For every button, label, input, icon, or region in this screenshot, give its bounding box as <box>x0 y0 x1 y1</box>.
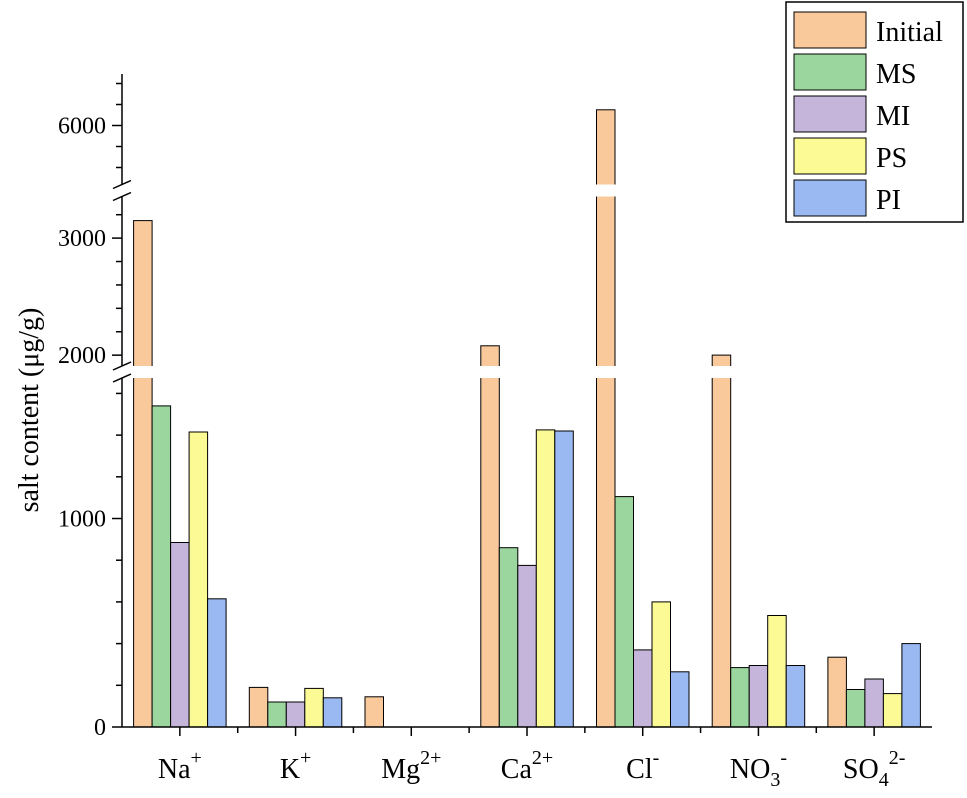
bar-initial-k <box>248 686 269 728</box>
bar-ms-ca <box>498 547 519 728</box>
bar-mi-no <box>748 665 769 728</box>
bar-ps-so <box>882 693 903 728</box>
bars-layer <box>133 109 921 728</box>
y-axis-label: salt content (μg/g) <box>14 308 45 513</box>
axis-break-mark <box>112 179 132 190</box>
axis-break-mark <box>112 373 132 383</box>
y-tick-label: 1000 <box>58 507 106 533</box>
bar-pi-ca <box>554 430 574 728</box>
bar-pi-no <box>785 665 806 728</box>
x-tick-label-so: SO42- <box>843 747 905 791</box>
bar-initial-na <box>133 220 153 728</box>
legend-swatch-mi <box>793 95 867 133</box>
bar-mi-na <box>170 542 190 728</box>
bar-ms-so <box>845 689 866 728</box>
bar-initial-so <box>827 656 847 728</box>
bar-mi-so <box>864 678 884 728</box>
bar-ps-cl <box>651 601 671 728</box>
legend-label-ps: PS <box>876 143 907 174</box>
x-tick-label-no: NO3- <box>730 747 787 791</box>
bar-pi-cl <box>670 671 690 728</box>
legend-swatch-pi <box>793 179 867 217</box>
axis-breaks <box>114 184 932 378</box>
bar-initial-ca <box>480 345 500 728</box>
bar-mi-k <box>285 701 306 728</box>
bar-mi-cl <box>633 649 653 728</box>
x-tick-label-ca: Ca2+ <box>501 747 553 785</box>
legend-swatch-ms <box>793 53 867 91</box>
bar-ps-no <box>767 615 787 728</box>
bar-pi-na <box>207 598 227 728</box>
bar-ms-no <box>730 667 750 728</box>
legend: Initial MS MI PS PI <box>785 1 964 223</box>
legend-label-initial: Initial <box>876 17 943 48</box>
bar-ms-na <box>151 405 172 728</box>
axis-break-mark <box>112 191 132 202</box>
bar-pi-so <box>901 643 921 728</box>
bar-ms-k <box>267 701 287 728</box>
bar-ps-ca <box>535 429 556 728</box>
bar-ms-cl <box>614 496 634 728</box>
axis-break-mark <box>112 361 132 371</box>
legend-label-mi: MI <box>876 101 910 132</box>
y-tick-label: 2000 <box>58 343 106 369</box>
bar-initial-cl <box>596 109 616 728</box>
legend-label-pi: PI <box>876 185 901 216</box>
bar-pi-k <box>322 697 343 728</box>
legend-swatch-initial <box>793 11 867 49</box>
x-tick-label-na: Na+ <box>158 747 202 785</box>
x-tick-label-k: K+ <box>280 747 312 785</box>
bar-ps-k <box>304 687 324 728</box>
bar-ps-na <box>188 431 209 728</box>
x-tick-label-mg: Mg2+ <box>381 747 441 785</box>
bar-mi-ca <box>517 564 537 728</box>
legend-label-ms: MS <box>876 59 916 90</box>
x-tick-label-cl: Cl- <box>626 747 659 785</box>
bar-initial-no <box>711 354 732 728</box>
legend-swatch-ps <box>793 137 867 175</box>
y-tick-label: 3000 <box>58 226 106 252</box>
y-tick-label: 0 <box>94 715 106 741</box>
axes-layer: 0 1000 2000 3000 6000 <box>58 74 932 741</box>
axis-break-gap <box>114 366 932 378</box>
bar-initial-mg <box>364 696 384 728</box>
y-tick-label: 6000 <box>58 114 106 140</box>
axis-break-gap <box>114 184 932 197</box>
x-tick-labels: Na+ K+ Mg2+ Ca2+ Cl- NO3- SO42- <box>158 747 905 791</box>
